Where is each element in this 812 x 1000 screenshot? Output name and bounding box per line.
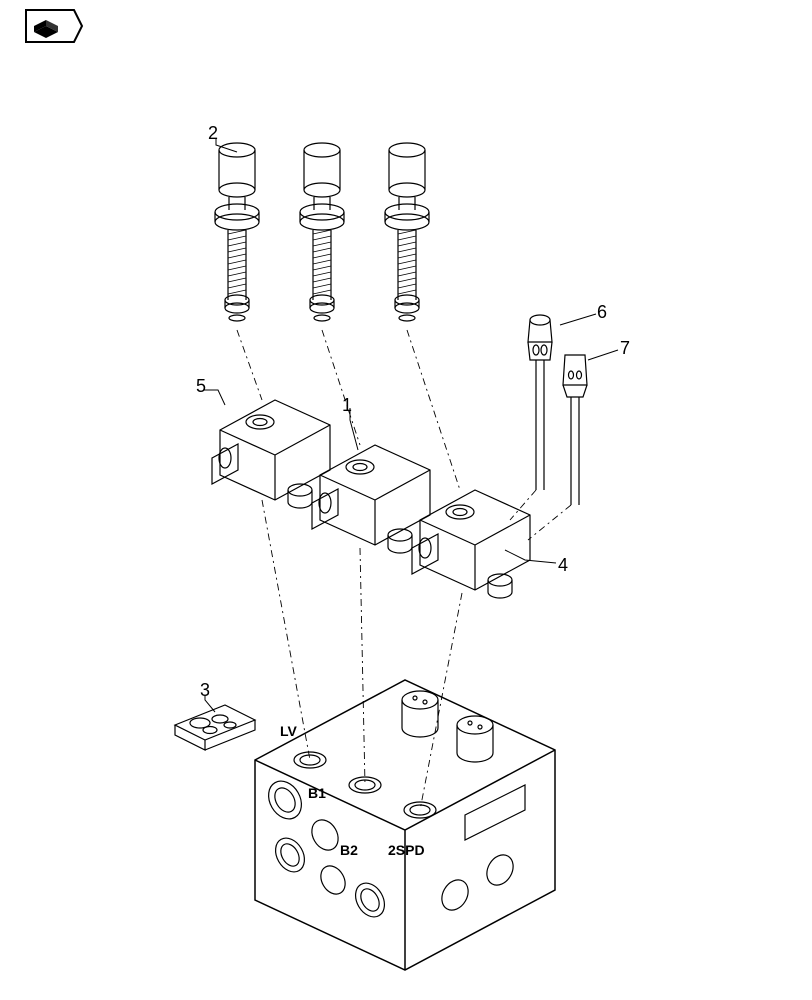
callout-1: 1 <box>342 395 352 416</box>
callout-7: 7 <box>620 338 630 359</box>
callout-3: 3 <box>200 680 210 701</box>
callout-2: 2 <box>208 123 218 144</box>
port-label-b1: B1 <box>308 785 326 801</box>
diagram-canvas: 1 2 3 4 5 6 7 LV B1 B2 2SPD <box>0 0 812 1000</box>
callout-5: 5 <box>196 376 206 397</box>
port-label-b2: B2 <box>340 842 358 858</box>
port-label-2spd: 2SPD <box>388 842 425 858</box>
callout-6: 6 <box>597 302 607 323</box>
port-label-lv: LV <box>280 723 297 739</box>
callout-4: 4 <box>558 555 568 576</box>
